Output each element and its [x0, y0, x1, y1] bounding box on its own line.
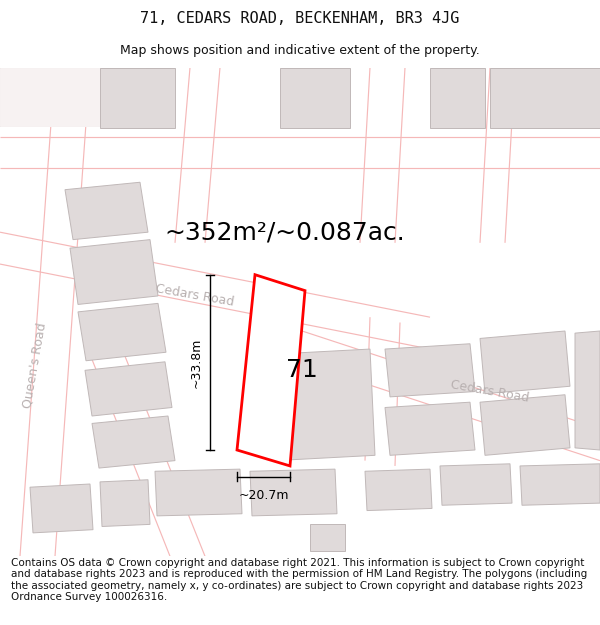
Polygon shape — [480, 331, 570, 394]
Polygon shape — [385, 344, 475, 397]
Polygon shape — [520, 68, 600, 128]
Polygon shape — [430, 68, 485, 128]
Polygon shape — [490, 68, 600, 128]
Polygon shape — [385, 402, 475, 455]
Polygon shape — [365, 469, 432, 511]
Polygon shape — [65, 182, 148, 239]
Polygon shape — [237, 275, 305, 466]
Text: Map shows position and indicative extent of the property.: Map shows position and indicative extent… — [120, 44, 480, 57]
Polygon shape — [78, 303, 166, 361]
Text: Queen's Road: Queen's Road — [21, 321, 49, 409]
Polygon shape — [480, 395, 570, 455]
Polygon shape — [520, 464, 600, 505]
Text: Cedars Road: Cedars Road — [155, 282, 235, 309]
Polygon shape — [155, 469, 242, 516]
Polygon shape — [250, 469, 337, 516]
Polygon shape — [0, 68, 145, 126]
Polygon shape — [30, 484, 93, 533]
Polygon shape — [70, 239, 158, 304]
Polygon shape — [440, 464, 512, 505]
Text: Contains OS data © Crown copyright and database right 2021. This information is : Contains OS data © Crown copyright and d… — [11, 558, 587, 602]
Text: Cedars Road: Cedars Road — [450, 378, 530, 405]
Polygon shape — [310, 524, 345, 551]
Polygon shape — [575, 331, 600, 450]
Polygon shape — [92, 416, 175, 468]
Text: ~20.7m: ~20.7m — [238, 489, 289, 502]
Polygon shape — [100, 480, 150, 526]
Polygon shape — [100, 68, 175, 128]
Text: 71, CEDARS ROAD, BECKENHAM, BR3 4JG: 71, CEDARS ROAD, BECKENHAM, BR3 4JG — [140, 11, 460, 26]
Polygon shape — [280, 68, 350, 128]
Text: 71: 71 — [286, 358, 317, 382]
Polygon shape — [85, 362, 172, 416]
Text: ~352m²/~0.087ac.: ~352m²/~0.087ac. — [164, 220, 406, 244]
Polygon shape — [0, 68, 170, 126]
Polygon shape — [270, 349, 375, 461]
Text: ~33.8m: ~33.8m — [190, 337, 203, 388]
